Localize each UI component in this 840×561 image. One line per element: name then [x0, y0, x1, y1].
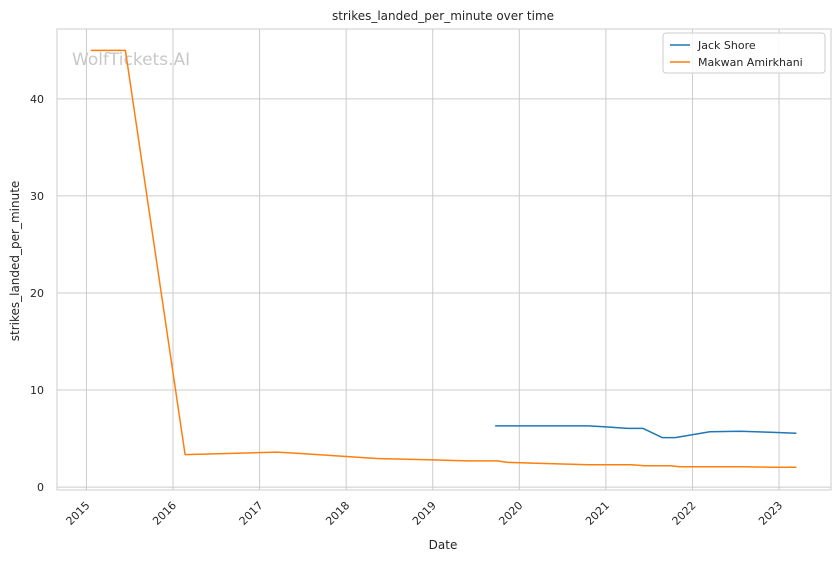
y-tick-label: 10	[30, 384, 44, 397]
x-tick-label: 2018	[323, 499, 352, 528]
x-tick-label: 2019	[410, 499, 439, 528]
y-tick-label: 30	[30, 190, 44, 203]
x-tick-label: 2021	[583, 499, 612, 528]
legend: Jack Shore Makwan Amirkhani	[662, 32, 826, 74]
legend-label: Makwan Amirkhani	[698, 56, 803, 69]
x-tick-labels: 2015 2016 2017 2018 2019 2020 2021 2022 2023	[64, 499, 786, 528]
y-tick-label: 0	[37, 481, 44, 494]
y-tick-label: 20	[30, 287, 44, 300]
x-axis-label: Date	[429, 538, 458, 552]
x-tick-label: 2016	[150, 499, 179, 528]
series-line-2	[90, 49, 797, 468]
y-tick-labels: 0 10 20 30 40	[30, 93, 44, 494]
legend-label: Jack Shore	[697, 39, 756, 52]
legend-box	[662, 32, 826, 74]
x-tick-label: 2020	[496, 499, 525, 528]
watermark-text: WolfTickets.AI	[72, 50, 190, 70]
x-tick-label: 2023	[756, 499, 785, 528]
plot-frame	[56, 28, 832, 491]
grid-lines	[57, 29, 831, 490]
x-tick-label: 2015	[64, 499, 93, 528]
series-lines	[90, 49, 797, 468]
x-tick-label: 2017	[237, 499, 266, 528]
y-tick-label: 40	[30, 93, 44, 106]
chart-title: strikes_landed_per_minute over time	[332, 9, 554, 23]
x-tick-label: 2022	[670, 499, 699, 528]
series-line-1	[495, 425, 797, 439]
y-axis-label: strikes_landed_per_minute	[8, 181, 22, 342]
